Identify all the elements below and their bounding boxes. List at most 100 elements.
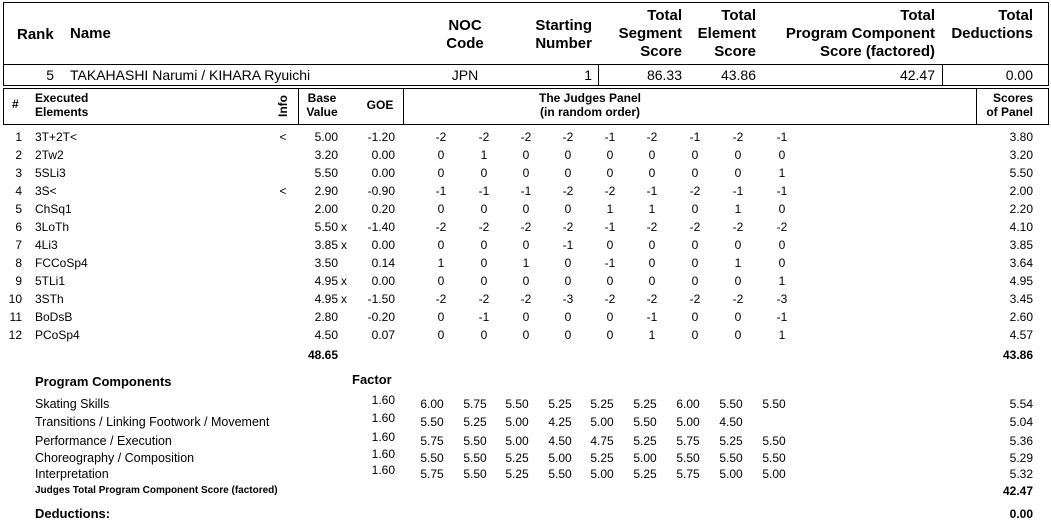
judge-score: 1 — [778, 166, 786, 180]
element-name: 5TLi1 — [35, 274, 66, 288]
element-base-value: 4.95 — [314, 274, 338, 288]
judge-score: -2 — [435, 292, 447, 306]
element-base-value: 3.20 — [314, 148, 338, 162]
judge-score: -3 — [776, 292, 788, 306]
judge-score: 0 — [564, 310, 572, 324]
component-judge-score: 5.25 — [590, 397, 614, 411]
judge-score: 0 — [480, 166, 488, 180]
pcs-header-line1: Total — [900, 7, 935, 24]
element-panel-score: 3.45 — [1009, 292, 1033, 306]
element-name: PCoSp4 — [35, 328, 80, 342]
judge-score: 0 — [778, 202, 786, 216]
component-judge-score: 6.00 — [420, 397, 444, 411]
judge-score: 0 — [564, 328, 572, 342]
component-judge-score: 5.00 — [719, 467, 743, 481]
judge-score: 0 — [691, 166, 699, 180]
judge-score: -2 — [435, 130, 447, 144]
judges-panel-header: The Judges Panel (in random order) — [470, 91, 710, 119]
component-judge-score: 5.75 — [420, 434, 444, 448]
element-name: 3S< — [35, 184, 57, 198]
component-judge-score: 5.75 — [463, 397, 487, 411]
component-judge-score: 5.50 — [505, 397, 529, 411]
judge-score: -1 — [478, 310, 490, 324]
component-judge-score: 5.25 — [505, 451, 529, 465]
component-judge-score: 5.50 — [420, 451, 444, 465]
element-name: 3LoTh — [35, 220, 70, 234]
component-score: 5.04 — [1009, 415, 1033, 429]
judge-score: 0 — [734, 238, 742, 252]
judge-score: -2 — [562, 130, 574, 144]
judge-score: -2 — [646, 130, 658, 144]
judge-score: 1 — [480, 148, 488, 162]
tss-header-line1: Total — [647, 7, 682, 24]
judge-score: -2 — [520, 292, 532, 306]
elements-header-box — [3, 88, 1049, 125]
element-goe: -1.50 — [367, 292, 395, 306]
elements-num-header: # — [12, 97, 19, 111]
judge-score: 0 — [564, 202, 572, 216]
judge-score: 0 — [691, 202, 699, 216]
element-panel-score: 3.85 — [1009, 238, 1033, 252]
element-number: 5 — [15, 202, 22, 216]
component-score: 5.54 — [1009, 397, 1033, 411]
judge-score: -2 — [689, 292, 701, 306]
element-base-value: 5.50 — [314, 166, 338, 180]
judge-score: 0 — [648, 148, 656, 162]
judge-score: -1 — [646, 310, 658, 324]
executed-elements-header: Executed Elements — [35, 91, 88, 119]
component-judge-score: 5.00 — [633, 451, 657, 465]
judge-score: 0 — [691, 256, 699, 270]
component-judge-score: 6.00 — [676, 397, 700, 411]
judge-score: 0 — [606, 274, 614, 288]
judge-score: 0 — [648, 238, 656, 252]
divider — [298, 88, 299, 125]
component-factor: 1.60 — [371, 411, 395, 425]
judge-score: -2 — [646, 292, 658, 306]
element-base-value: 2.00 — [314, 202, 338, 216]
judge-score: -3 — [562, 292, 574, 306]
judge-score: 0 — [734, 274, 742, 288]
judge-score: 0 — [778, 148, 786, 162]
tss-header-line3: Score — [640, 43, 682, 60]
element-goe: -1.20 — [367, 130, 395, 144]
element-base-value-bonus: x — [341, 274, 347, 288]
deductions-header: Total Deductions — [940, 7, 1033, 43]
element-base-value-bonus: x — [341, 238, 347, 252]
skater-name: TAKAHASHI Narumi / KIHARA Ryuichi — [70, 67, 311, 83]
component-judge-score: 5.50 — [762, 451, 786, 465]
element-base-value-bonus: x — [341, 220, 347, 234]
element-name: 3T+2T< — [35, 130, 78, 144]
judge-score: 0 — [648, 166, 656, 180]
judge-score: -2 — [689, 220, 701, 234]
component-judge-score: 5.00 — [762, 467, 786, 481]
judge-score: 0 — [437, 148, 445, 162]
judge-score: 0 — [480, 202, 488, 216]
judge-score: 0 — [691, 310, 699, 324]
noc-header-line1: NOC — [448, 17, 482, 34]
judge-score: 0 — [564, 148, 572, 162]
element-number: 10 — [8, 292, 22, 306]
judge-score: 0 — [437, 202, 445, 216]
component-judge-score: 5.50 — [762, 397, 786, 411]
judge-score: 0 — [480, 256, 488, 270]
judge-score: -1 — [562, 238, 574, 252]
component-judge-score: 5.00 — [548, 451, 572, 465]
judge-score: 0 — [691, 328, 699, 342]
divider — [976, 88, 977, 125]
elements-score-total: 43.86 — [1002, 348, 1033, 362]
element-info: < — [279, 184, 287, 198]
noc-header-line2: Code — [446, 35, 484, 52]
element-panel-score: 4.10 — [1009, 220, 1033, 234]
judge-score: 0 — [734, 310, 742, 324]
judge-score: 0 — [480, 238, 488, 252]
component-factor: 1.60 — [371, 447, 395, 461]
info-header: Info — [276, 95, 290, 117]
judge-score: 0 — [480, 274, 488, 288]
judge-score: -2 — [776, 220, 788, 234]
component-name: Skating Skills — [35, 397, 110, 411]
judge-score: -1 — [604, 220, 616, 234]
component-judge-score: 5.50 — [463, 451, 487, 465]
goe-header: GOE — [366, 98, 394, 112]
judge-score: -2 — [478, 220, 490, 234]
element-base-value: 3.50 — [314, 256, 338, 270]
